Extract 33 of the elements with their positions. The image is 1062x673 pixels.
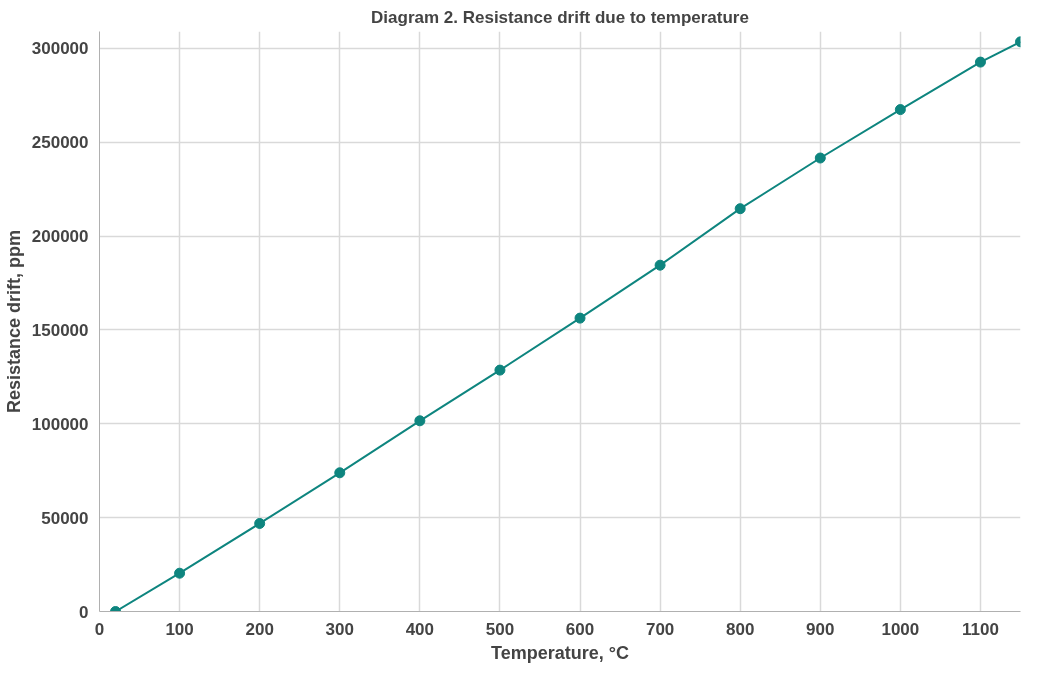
point: [814, 152, 826, 164]
y-tick-label: 0: [79, 602, 89, 622]
x-tick-label: 600: [565, 619, 595, 639]
y-tick-label: 200000: [31, 227, 89, 247]
chart-title: Diagram 2. Resistance drift due to temperature: [371, 7, 749, 27]
y-tick-label: 300000: [31, 39, 89, 59]
y-tick-label: 250000: [31, 133, 89, 153]
point: [494, 364, 506, 376]
point: [974, 56, 986, 68]
x-tick-label: 100: [165, 619, 194, 639]
x-tick-label: 400: [405, 619, 435, 639]
x-tick-label: 0: [94, 619, 105, 639]
point: [654, 259, 666, 271]
x-tick-label: 700: [645, 619, 675, 639]
x-tick-label: 1100: [962, 619, 999, 639]
y-axis-title: Resistance drift, ppm: [3, 229, 24, 414]
point: [334, 467, 346, 479]
point: [574, 312, 586, 324]
y-tick-label: 100000: [31, 414, 89, 434]
x-tick-label: 200: [245, 619, 274, 639]
x-tick-label: 800: [726, 619, 755, 639]
point: [254, 517, 266, 529]
point: [414, 415, 426, 427]
x-tick-label: 1000: [881, 619, 920, 639]
point: [174, 567, 186, 579]
x-tick-label: 500: [485, 619, 515, 639]
point: [734, 203, 746, 215]
x-tick-label: 300: [325, 619, 354, 639]
x-tick-label: 900: [806, 619, 835, 639]
x-axis-title: Temperature, °C: [491, 642, 629, 663]
point: [894, 104, 906, 116]
y-tick-label: 150000: [31, 320, 89, 340]
y-tick-label: 50000: [41, 508, 89, 528]
